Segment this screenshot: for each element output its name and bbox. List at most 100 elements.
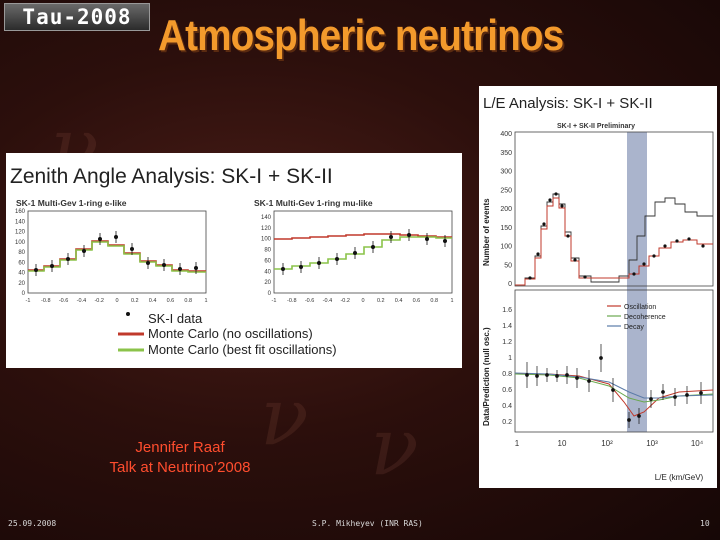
tick-label: 160 <box>15 209 26 215</box>
tick-label: 1 <box>450 298 453 304</box>
tick-label: 300 <box>500 169 512 176</box>
tick-label: 100 <box>500 244 512 251</box>
tick-label: 0.8 <box>502 371 512 378</box>
legend-no-osc-label: Monte Carlo (no oscillations) <box>148 326 313 341</box>
credit-talk: Talk at Neutrino’2008 <box>109 459 251 476</box>
legend-data-marker <box>126 312 130 316</box>
tick-label: 0.2 <box>131 298 139 304</box>
mu-mc-best-fit <box>274 236 452 270</box>
plot-mu-frame <box>273 210 453 294</box>
tick-label: 150 <box>500 225 512 232</box>
tick-label: 100 <box>15 240 26 246</box>
slide-title: Atmospheric neutrinos <box>158 11 564 60</box>
le-decay-curve <box>514 372 714 399</box>
tick-label: 1.4 <box>502 323 512 330</box>
tick-label: -0.8 <box>41 298 50 304</box>
le-bottom-frame <box>514 289 714 433</box>
tick-label: -0.2 <box>340 298 349 304</box>
tick-label: -0.2 <box>94 298 103 304</box>
zenith-heading: Zenith Angle Analysis: SK-I + SK-II <box>10 165 333 188</box>
nu-watermark: ν <box>260 370 309 463</box>
footer-page-number: 10 <box>700 519 710 528</box>
plot-e-title: SK-1 Multi-Gev 1-ring e-like <box>16 198 127 208</box>
tick-label: 10² <box>601 439 613 448</box>
tick-label: 0 <box>115 298 118 304</box>
le-top-ylabel: Number of events <box>482 198 491 266</box>
tick-label: -0.8 <box>287 298 296 304</box>
tick-label: 50 <box>504 262 512 269</box>
tick-label: 80 <box>18 250 25 256</box>
tick-label: 40 <box>18 271 25 277</box>
le-top-osc-mc <box>515 197 713 286</box>
footer-author: S.P. Mikheyev (INR RAS) <box>312 519 423 528</box>
credit-name: Jennifer Raaf <box>135 439 225 456</box>
tick-label: 10⁴ <box>691 439 704 448</box>
tick-label: 120 <box>15 230 26 236</box>
credit: Jennifer Raaf Talk at Neutrino’2008 <box>30 438 330 478</box>
tick-label: 0 <box>508 281 512 288</box>
tick-label: 1 <box>204 298 207 304</box>
tick-label: 120 <box>261 226 272 232</box>
tick-label: 140 <box>15 219 26 225</box>
tick-label: -0.6 <box>305 298 314 304</box>
tick-label: 350 <box>500 150 512 157</box>
le-top-data-points <box>528 192 705 280</box>
legend-best-fit-label: Monte Carlo (best fit oscillations) <box>148 342 337 357</box>
tick-label: 200 <box>500 206 512 213</box>
tick-label: 0.6 <box>502 387 512 394</box>
tick-label: 1.2 <box>502 339 512 346</box>
tick-label: 140 <box>261 215 272 221</box>
tick-label: 1 <box>508 355 512 362</box>
le-legend-osc-label: Oscillation <box>624 304 656 311</box>
tick-label: -0.4 <box>323 298 332 304</box>
tick-label: 0.2 <box>502 419 512 426</box>
tick-label: 250 <box>500 187 512 194</box>
tick-label: 0.4 <box>502 403 512 410</box>
tick-label: 0.8 <box>430 298 438 304</box>
tick-label: 0.6 <box>167 298 175 304</box>
tick-label: 60 <box>18 260 25 266</box>
tick-label: 100 <box>261 237 272 243</box>
tick-label: 0.4 <box>395 298 403 304</box>
nu-watermark: ν <box>370 400 419 493</box>
tick-label: 10³ <box>646 439 658 448</box>
tick-label: 0.6 <box>413 298 421 304</box>
plot-e-frame <box>27 210 207 294</box>
le-oscillation-curve <box>515 373 714 417</box>
tick-label: 0 <box>22 291 26 297</box>
le-top-frame <box>514 131 714 287</box>
tick-label: 60 <box>264 258 271 264</box>
le-bottom-ylabel: Data/Prediction (null osc.) <box>482 327 491 426</box>
tick-label: 0 <box>268 291 272 297</box>
zenith-angle-figure: Zenith Angle Analysis: SK-I + SK-II SK-1… <box>6 153 462 368</box>
tick-label: 0.8 <box>184 298 192 304</box>
tick-label: 20 <box>18 281 25 287</box>
tick-label: -1 <box>26 298 31 304</box>
tick-label: 0 <box>361 298 364 304</box>
tick-label: 0.2 <box>377 298 385 304</box>
tick-label: -0.6 <box>59 298 68 304</box>
le-legend-decoherence-label: Decoherence <box>624 314 666 321</box>
tick-label: 40 <box>264 269 271 275</box>
le-bottom-data-points <box>525 344 703 428</box>
tick-label: 400 <box>500 131 512 138</box>
le-legend-decay-label: Decay <box>624 324 644 331</box>
le-shaded-band <box>627 132 647 432</box>
tick-label: -1 <box>272 298 277 304</box>
plot-mu-title: SK-1 Multi-Gev 1-ring mu-like <box>254 198 373 208</box>
tick-label: 1.6 <box>502 307 512 314</box>
footer-date: 25.09.2008 <box>8 519 57 528</box>
le-subtitle: SK-I + SK-II Preliminary <box>557 123 635 130</box>
tick-label: 0.4 <box>149 298 157 304</box>
legend-data-label: SK-I data <box>148 311 203 326</box>
mu-data-points <box>280 229 447 275</box>
tick-label: 20 <box>264 280 271 286</box>
tick-label: -0.4 <box>77 298 86 304</box>
le-analysis-figure: L/E Analysis: SK-I + SK-II SK-I + SK-II … <box>479 86 717 488</box>
e-mc-best-fit <box>28 241 206 273</box>
tick-label: 1 <box>515 439 520 448</box>
e-data-points <box>33 231 198 276</box>
tick-label: 10 <box>558 439 567 448</box>
le-xlabel: L/E (km/GeV) <box>655 473 704 482</box>
tick-label: 80 <box>264 248 271 254</box>
